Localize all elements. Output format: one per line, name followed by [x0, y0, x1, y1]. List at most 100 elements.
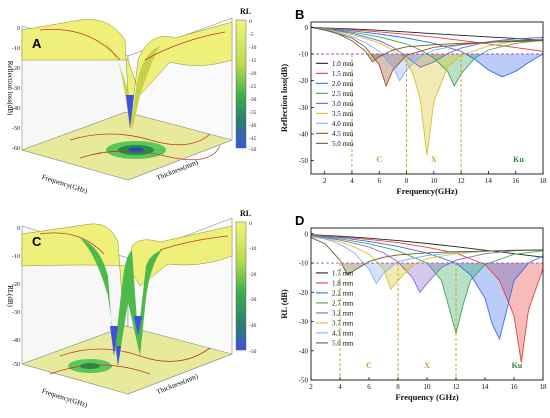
panel-b-x-tick-label: 10	[430, 177, 438, 185]
panel-b-fills	[367, 54, 543, 156]
panel-d-legend: 1.7 mm 1.8 mm 2.2 mm 2.7 mm 3.2 mm 3.7 mm 4.3 …	[316, 269, 354, 347]
panel-c: 0 -10 -20 -30 -40 -50 RL(dB) Frequency(G…	[0, 206, 275, 413]
panel-d-chart: C X Ku 2 4 6 8 10 12 14 16 18 0 -10 -20 -30 -40 -50 Frequ…	[279, 213, 547, 402]
panel-d-y-tick-label: -10	[299, 260, 309, 268]
panel-d-x-tick-label: 12	[453, 383, 461, 391]
panel-d-x-tick-label: 6	[367, 383, 371, 391]
panel-b-x-tick-label: 4	[350, 177, 354, 185]
panel-c-z-tick: -50	[12, 362, 20, 368]
panel-b-legend-label: 1.0 mm	[332, 60, 354, 68]
panel-d-y-tick-label: -40	[299, 347, 309, 355]
panel-d-fill-22mm	[456, 263, 529, 340]
panel-d-series-50mm	[310, 236, 544, 276]
panel-d-x-tick-label: 8	[396, 383, 400, 391]
panel-b-band-label: X	[431, 155, 437, 164]
panel-b-axes: 2 4 6 8 10 12 14 16 18 0 -10 -20 -30 -40 -50 Frequency(…	[279, 21, 548, 196]
panel-b-legend-label: 4.0 mm	[332, 120, 354, 128]
panel-d-legend-label: 3.7 mm	[332, 319, 354, 327]
panel-a-cb-tick: -15	[249, 58, 257, 64]
panel-a-cb-tick: -10	[249, 45, 257, 51]
panel-b-y-tick-label: -40	[299, 131, 309, 139]
panel-c-xlabel: Frequency(GHz)	[41, 387, 89, 409]
panel-d-axes: 2 4 6 8 10 12 14 16 18 0 -10 -20 -30 -40 -50 Frequency …	[279, 227, 547, 402]
panel-a-colorbar: RL 0 -5 -10 -15 -20 -25 -30 -35 -40 -45 …	[235, 7, 257, 153]
panel-a-z-tick: -10	[12, 46, 20, 52]
panel-c-floor-contour-2	[80, 363, 100, 369]
panel-b-legend-label: 5.0 mm	[332, 140, 354, 148]
panel-b-band-label: C	[376, 155, 382, 164]
panel-a-cb-tick: 0	[249, 19, 252, 25]
panel-d-band-label: Ku	[512, 361, 523, 370]
panel-b-x-tick-label: 8	[405, 177, 409, 185]
panel-c-surface-contour-2	[159, 235, 229, 251]
panel-a-cb-tick: -30	[249, 97, 257, 103]
panel-c-z-ticks: 0 -10 -20 -30 -40 -50	[12, 226, 20, 368]
panel-b-legend: 1.0 mm 1.5 mm 2.0 mm 2.5 mm 3.0 mm 3.5 mm 4.0 …	[316, 60, 354, 148]
panel-d-x-tick-label: 16	[511, 383, 519, 391]
panel-a-cb-tick: -40	[249, 123, 257, 129]
panel-a: 0 -10 -20 -30 -40 -50 -60 Reflection los…	[0, 0, 275, 206]
panel-c-surface-dip	[80, 238, 162, 366]
panel-b-series-50mm	[310, 26, 544, 63]
panel-b-x-tick-label: 18	[540, 177, 548, 185]
panel-d-fill-50mm	[341, 263, 367, 275]
panel-d-guides: C X Ku	[311, 262, 543, 380]
panel-b-guides: C X Ku	[311, 53, 543, 174]
panel-c-plot: 0 -10 -20 -30 -40 -50 RL(dB) Frequency(G…	[6, 209, 257, 409]
panel-d-series-18mm	[310, 234, 544, 363]
panel-a-colorbar-bar	[235, 19, 247, 149]
panel-a-cb-tick: -50	[249, 147, 257, 153]
panel-c-letter: C	[32, 234, 42, 249]
panel-a-cb-tick: -45	[249, 136, 257, 142]
panel-a-cb-tick: -20	[249, 71, 257, 77]
panel-b-fill-25mm	[427, 54, 482, 86]
panel-c-floor	[21, 325, 233, 395]
panel-b-band-label: Ku	[513, 155, 524, 164]
panel-c-cb-tick: -10	[249, 246, 257, 252]
panel-d-band-label: X	[424, 361, 430, 370]
panel-b-y-tick-label: -30	[299, 104, 309, 112]
panel-c-floor-contour-line-2	[49, 364, 151, 375]
panel-b-series-25mm	[310, 26, 544, 87]
panel-d-fill-43mm	[363, 263, 397, 284]
panel-d-band-label: C	[366, 361, 372, 370]
panel-b-letter: B	[295, 7, 304, 22]
panel-d-legend-label: 1.7 mm	[332, 269, 354, 277]
panel-a-letter: A	[32, 36, 42, 51]
panel-d-legend-label: 5.0 mm	[332, 339, 354, 347]
panel-a-plot: 0 -10 -20 -30 -40 -50 -60 Reflection los…	[6, 7, 257, 195]
panel-c-cb-tick: -30	[249, 297, 257, 303]
panel-b-fill-35mm	[397, 54, 465, 156]
panel-b-plot-frame	[310, 21, 544, 175]
panel-d-series-32mm	[310, 235, 544, 294]
panel-a-z-tick: -40	[12, 106, 20, 112]
panel-d-y-tick-label: -30	[299, 318, 309, 326]
panel-b-series-15mm	[310, 26, 544, 52]
panel-b-series-10mm	[310, 26, 544, 41]
panel-a-xlabel: Frequency(GHz)	[41, 173, 89, 195]
panel-d-y-tick-label: -50	[299, 377, 309, 385]
panel-d-xlabel: Frequency (GHz)	[395, 392, 459, 402]
panel-b-fill-30mm	[402, 54, 447, 68]
panel-d-fill-32mm	[399, 263, 451, 293]
panel-d-x-tick-label: 14	[482, 383, 490, 391]
panel-c-colorbar-bar	[235, 221, 247, 351]
panel-b-legend-label: 4.5 mm	[332, 130, 354, 138]
panel-d-legend-label: 2.2 mm	[332, 289, 354, 297]
panel-c-z-tick: -20	[12, 282, 20, 288]
panel-a-z-tick: -60	[12, 146, 20, 152]
panel-c-z-tick: -10	[12, 254, 20, 260]
panel-b-x-tick-label: 2	[323, 177, 327, 185]
panel-a-ylabel: Reflection loss(dB)	[6, 61, 14, 116]
panel-c-surface-contour-1	[39, 232, 105, 255]
panel-a-z-tick: -20	[12, 66, 20, 72]
panel-c-colorbar-title: RL	[240, 209, 251, 218]
panel-b-series-35mm	[310, 26, 544, 156]
panel-d-series-17mm	[310, 234, 544, 258]
panel-a-surface-dip-deep	[126, 95, 134, 128]
panel-a-z-tick: -50	[12, 126, 20, 132]
panel-d-letter: D	[295, 213, 304, 228]
panel-b-x-tick-label: 16	[512, 177, 520, 185]
panel-a-z-ticks: 0 -10 -20 -30 -40 -50 -60	[12, 26, 20, 152]
panel-d-legend-label: 4.3 mm	[332, 329, 354, 337]
